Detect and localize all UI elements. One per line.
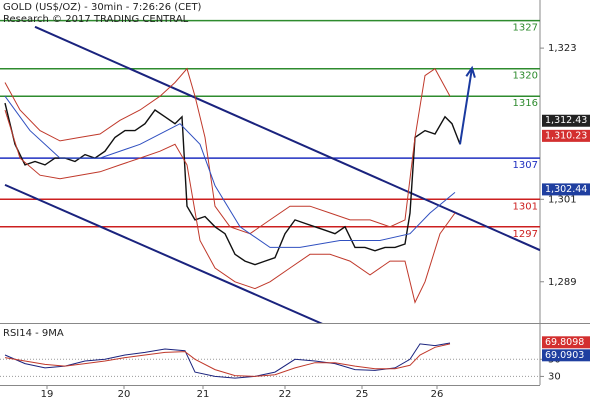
forecast-arrow: [459, 65, 476, 145]
chart-subtitle: Research © 2017 TRADING CENTRAL: [3, 14, 189, 25]
level-label: 1327: [513, 23, 538, 34]
series-line: [4, 67, 451, 235]
price-tag: [542, 183, 590, 196]
x-tick-label: 25: [356, 389, 369, 400]
x-tick-label: 22: [279, 389, 292, 400]
level-label: 1297: [513, 229, 538, 240]
y-tick-label: 30: [548, 371, 561, 382]
trend-channel-line: [34, 25, 540, 252]
trend-channel-line: [4, 183, 323, 323]
price-tag: [542, 129, 590, 142]
series-line: [4, 342, 451, 379]
rsi-panel: [0, 342, 540, 379]
level-label: 1301: [513, 201, 538, 212]
overlay: 1,323 1,301 1,289 19 20 21 22 25 26 1327 1320 1316 1…: [41, 23, 590, 400]
price-tag-label: 69.0903: [545, 350, 584, 361]
x-tick-label: 26: [431, 389, 444, 400]
price-tag: [542, 349, 590, 362]
level-label: 1316: [513, 98, 538, 109]
series-line: [4, 95, 456, 248]
x-tick-label: 19: [41, 389, 54, 400]
series-line: [4, 343, 451, 377]
level-label: 1320: [513, 71, 538, 82]
series-line: [4, 109, 456, 304]
chart-title: GOLD (US$/OZ) - 30min - 7:26:26 (CET): [3, 2, 202, 13]
y-tick-label: 1,301: [548, 194, 577, 205]
level-label: 1307: [513, 160, 538, 171]
price-tag-label: 1,310.23: [545, 130, 587, 141]
series-line: [4, 102, 461, 266]
rsi-title: RSI14 - 9MA: [3, 328, 64, 339]
y-tick-label: 1,289: [548, 277, 577, 288]
x-tick-label: 20: [118, 389, 131, 400]
x-tick-label: 21: [197, 389, 210, 400]
y-tick-label: 1,323: [548, 43, 577, 54]
price-tag: [542, 114, 590, 127]
price-tag-label: 69.8098: [545, 337, 584, 348]
price-tag: [542, 336, 590, 349]
price-panel: [0, 19, 540, 323]
price-tag-label: 1,302.44: [545, 184, 587, 195]
price-tag-label: 1,312.43: [545, 115, 587, 126]
